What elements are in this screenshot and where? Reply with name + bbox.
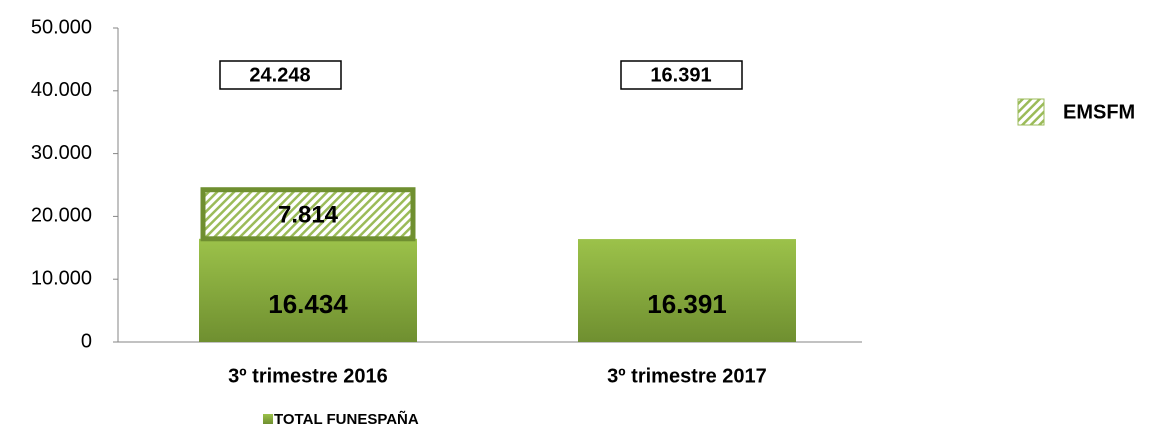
x-tick-label: 3º trimestre 2017 xyxy=(607,365,767,387)
y-tick-label: 0 xyxy=(81,330,92,352)
legend-swatch xyxy=(1017,98,1045,126)
data-label: 16.434 xyxy=(268,289,348,319)
legend-swatch xyxy=(263,414,273,424)
total-label: 16.391 xyxy=(650,64,711,86)
bar-segment xyxy=(199,238,417,342)
data-label: 16.391 xyxy=(647,289,727,319)
bar-segment xyxy=(200,187,416,242)
total-label: 24.248 xyxy=(249,64,310,86)
y-tick-label: 20.000 xyxy=(31,205,92,227)
legend-label: TOTAL FUNESPAÑA xyxy=(274,410,419,428)
y-tick-label: 30.000 xyxy=(31,142,92,164)
legend-label: EMSFM xyxy=(1063,101,1135,123)
y-tick-label: 50.000 xyxy=(31,16,92,38)
total-box xyxy=(620,60,743,90)
y-tick-label: 10.000 xyxy=(31,267,92,289)
total-box xyxy=(219,60,342,90)
bar-segment xyxy=(578,239,796,342)
x-tick-label: 3º trimestre 2016 xyxy=(228,365,388,387)
y-tick-label: 40.000 xyxy=(31,79,92,101)
data-label: 7.814 xyxy=(278,202,339,229)
